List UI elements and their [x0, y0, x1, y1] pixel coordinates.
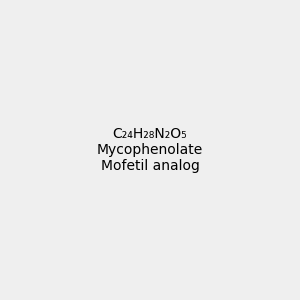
Text: C₂₄H₂₈N₂O₅
Mycophenolate
Mofetil analog: C₂₄H₂₈N₂O₅ Mycophenolate Mofetil analog: [97, 127, 203, 173]
